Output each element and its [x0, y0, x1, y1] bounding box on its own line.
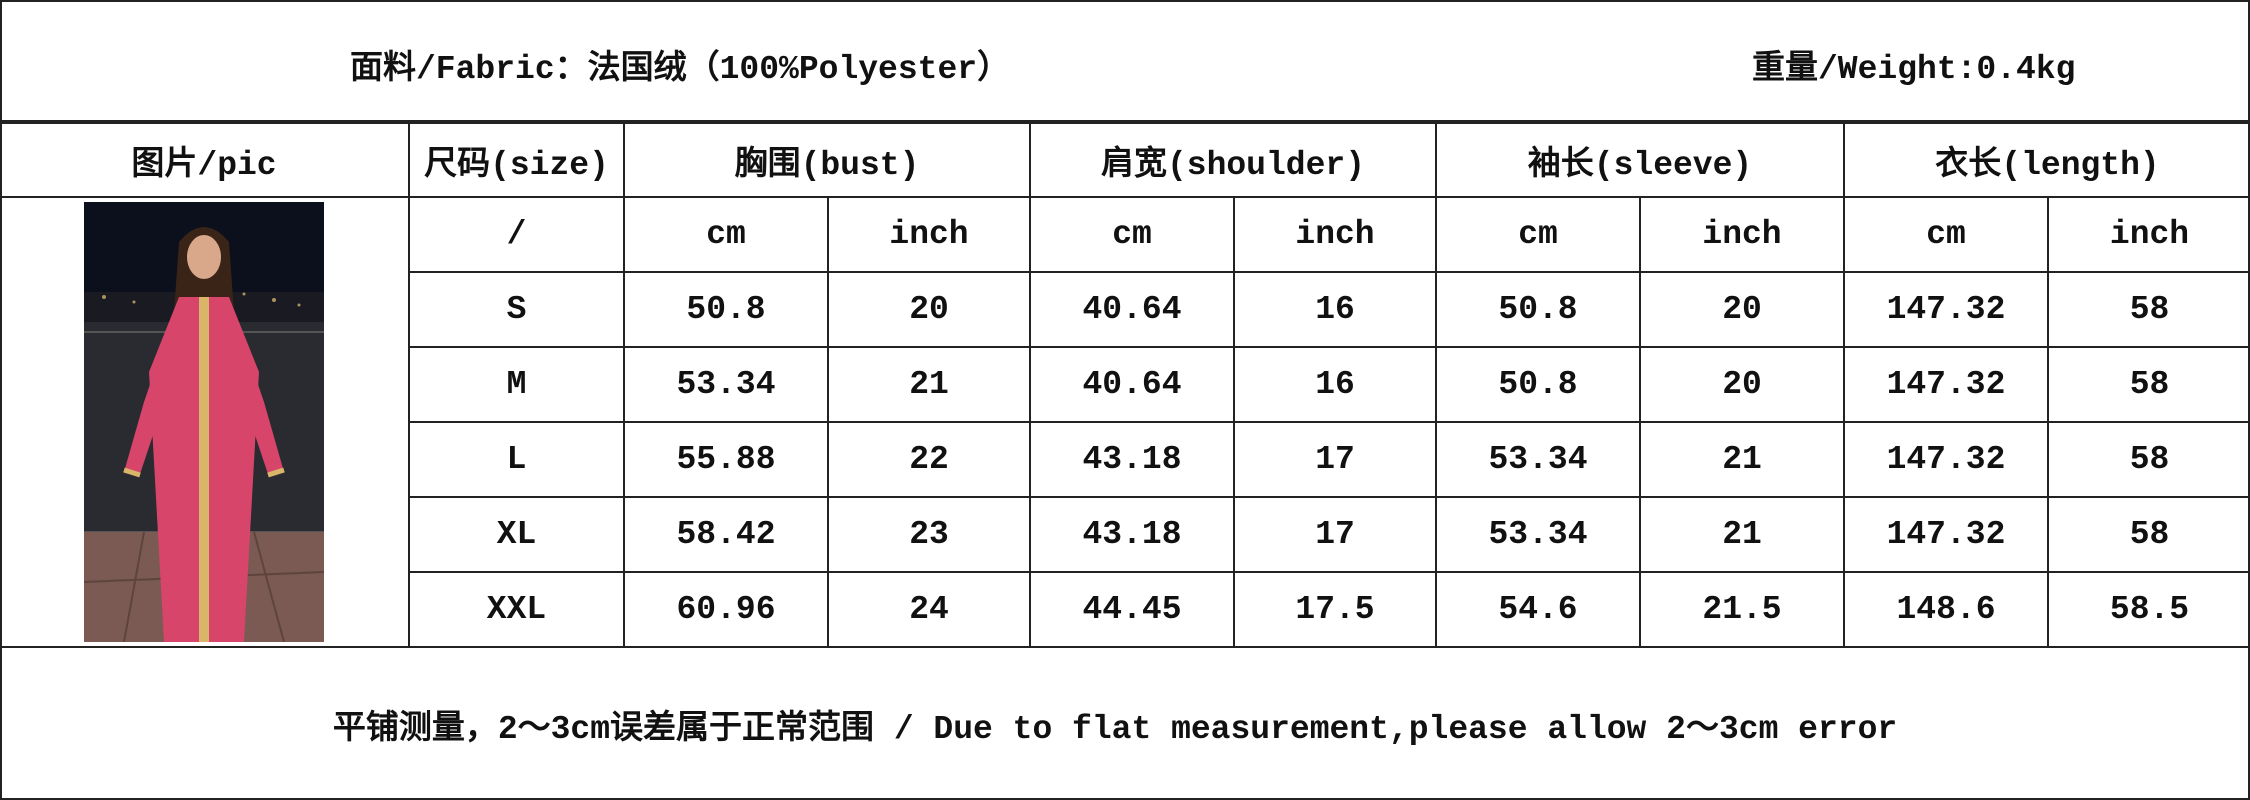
product-photo	[84, 202, 324, 642]
column-header: 肩宽(shoulder)	[1029, 122, 1437, 198]
header-row: 图片/pic 尺码(size) 胸围(bust) 肩宽(shoulder) 袖长…	[0, 122, 2250, 198]
unit-cell: cm	[623, 196, 829, 273]
measurement-cell: 147.32	[1843, 496, 2049, 573]
size-row: XL 58.42 23 43.18 17 53.34 21 147.32 58	[0, 496, 2250, 573]
measurement-cell: 60.96	[623, 571, 829, 648]
measurement-cell: 17	[1233, 421, 1437, 498]
column-header: 图片/pic	[0, 122, 410, 198]
measurement-cell: 53.34	[1435, 421, 1641, 498]
measurement-cell: 16	[1233, 271, 1437, 348]
size-row: S 50.8 20 40.64 16 50.8 20 147.32 58	[0, 271, 2250, 348]
measurement-cell: 43.18	[1029, 421, 1235, 498]
measurement-cell: 50.8	[1435, 346, 1641, 423]
unit-cell: inch	[827, 196, 1031, 273]
measurement-cell: 16	[1233, 346, 1437, 423]
measurement-cell: 21	[827, 346, 1031, 423]
size-row: L 55.88 22 43.18 17 53.34 21 147.32 58	[0, 421, 2250, 498]
measurement-cell: 53.34	[1435, 496, 1641, 573]
measurement-cell: 43.18	[1029, 496, 1235, 573]
column-header: 袖长(sleeve)	[1435, 122, 1845, 198]
unit-cell: cm	[1435, 196, 1641, 273]
measurement-cell: 50.8	[1435, 271, 1641, 348]
measurement-cell: 50.8	[623, 271, 829, 348]
unit-cell: cm	[1843, 196, 2049, 273]
column-header: 胸围(bust)	[623, 122, 1031, 198]
unit-cell: inch	[1233, 196, 1437, 273]
measurement-note-text: 平铺测量，2～3cm误差属于正常范围 / Due to flat measure…	[332, 710, 1898, 748]
size-table: 图片/pic 尺码(size) 胸围(bust) 肩宽(shoulder) 袖长…	[0, 122, 2250, 648]
measurement-cell: 148.6	[1843, 571, 2049, 648]
measurement-cell: 53.34	[623, 346, 829, 423]
measurement-cell: 21	[1639, 496, 1845, 573]
size-label: L	[408, 421, 625, 498]
measurement-cell: 58.42	[623, 496, 829, 573]
size-label: M	[408, 346, 625, 423]
fabric-label: 面料/Fabric：法国绒（100%Polyester）	[350, 51, 1011, 88]
measurement-cell: 40.64	[1029, 271, 1235, 348]
info-bar: 面料/Fabric：法国绒（100%Polyester） 重量/Weight:0…	[0, 0, 2250, 122]
column-header: 衣长(length)	[1843, 122, 2250, 198]
size-label: XXL	[408, 571, 625, 648]
measurement-cell: 58	[2047, 421, 2250, 498]
measurement-cell: 58	[2047, 346, 2250, 423]
measurement-note: 平铺测量，2～3cm误差属于正常范围 / Due to flat measure…	[0, 649, 2250, 798]
product-photo-cell	[0, 196, 410, 648]
unit-cell: inch	[2047, 196, 2250, 273]
measurement-cell: 58	[2047, 271, 2250, 348]
size-row: M 53.34 21 40.64 16 50.8 20 147.32 58	[0, 346, 2250, 423]
measurement-cell: 54.6	[1435, 571, 1641, 648]
measurement-cell: 17.5	[1233, 571, 1437, 648]
measurement-cell: 24	[827, 571, 1031, 648]
measurement-cell: 58	[2047, 496, 2250, 573]
measurement-cell: 21	[1639, 421, 1845, 498]
measurement-cell: 17	[1233, 496, 1437, 573]
unit-row: / cm inch cm inch cm inch cm inch	[0, 196, 2250, 648]
unit-cell: cm	[1029, 196, 1235, 273]
size-row: XXL 60.96 24 44.45 17.5 54.6 21.5 148.6 58.5	[0, 571, 2250, 648]
unit-cell: /	[408, 196, 625, 273]
weight-label: 重量/Weight:0.4kg	[1752, 51, 2076, 88]
measurement-cell: 147.32	[1843, 346, 2049, 423]
unit-cell: inch	[1639, 196, 1845, 273]
measurement-cell: 40.64	[1029, 346, 1235, 423]
size-label: XL	[408, 496, 625, 573]
measurement-cell: 147.32	[1843, 421, 2049, 498]
measurement-cell: 20	[827, 271, 1031, 348]
measurement-cell: 147.32	[1843, 271, 2049, 348]
column-header: 尺码(size)	[408, 122, 625, 198]
measurement-cell: 58.5	[2047, 571, 2250, 648]
measurement-cell: 20	[1639, 271, 1845, 348]
measurement-cell: 55.88	[623, 421, 829, 498]
measurement-cell: 44.45	[1029, 571, 1235, 648]
measurement-cell: 23	[827, 496, 1031, 573]
size-label: S	[408, 271, 625, 348]
measurement-cell: 21.5	[1639, 571, 1845, 648]
measurement-cell: 22	[827, 421, 1031, 498]
measurement-cell: 20	[1639, 346, 1845, 423]
